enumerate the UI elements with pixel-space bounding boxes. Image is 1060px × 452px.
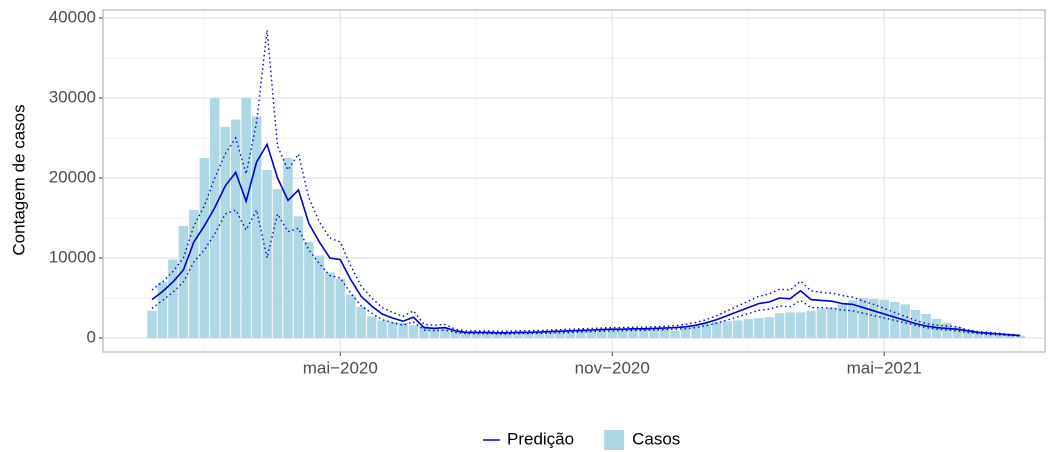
y-tick-label: 20000 <box>49 167 96 186</box>
bar <box>1004 334 1015 338</box>
line <box>151 142 1021 337</box>
bar <box>942 322 952 338</box>
bar <box>879 299 889 338</box>
bar <box>1015 335 1025 338</box>
bar <box>869 298 879 338</box>
bar <box>963 330 973 338</box>
bar <box>628 329 638 338</box>
bar <box>168 259 178 338</box>
bar <box>241 98 251 338</box>
legend-item: Predição <box>483 429 574 448</box>
bar <box>387 322 398 338</box>
bar <box>283 158 293 338</box>
bar <box>680 326 691 338</box>
bar <box>816 308 827 338</box>
legend-label: Casos <box>632 429 680 448</box>
bar <box>743 318 753 338</box>
bar <box>534 332 544 338</box>
bar <box>712 322 722 338</box>
bar <box>858 298 869 338</box>
bar <box>691 325 701 338</box>
bar <box>356 306 366 338</box>
bar <box>952 326 963 338</box>
bar <box>210 98 220 338</box>
y-axis-title: Contagem de casos <box>9 104 28 255</box>
legend-label: Predição <box>507 429 574 448</box>
y-tick-label: 10000 <box>49 247 96 266</box>
bar <box>555 331 565 338</box>
bar <box>523 332 534 338</box>
bar <box>785 312 795 338</box>
bar <box>806 310 816 338</box>
bar <box>973 331 984 338</box>
x-tick-label: nov−2020 <box>575 358 650 377</box>
bar <box>199 158 210 338</box>
bar <box>701 323 712 338</box>
bar <box>649 328 659 338</box>
bar <box>764 317 774 338</box>
bar <box>419 326 429 338</box>
bar <box>398 322 408 338</box>
bar <box>586 330 597 338</box>
bar <box>565 330 576 338</box>
bar <box>994 334 1004 338</box>
bar <box>576 330 586 338</box>
bar <box>827 307 837 338</box>
bar <box>795 312 806 338</box>
bar <box>617 329 628 338</box>
bar <box>471 332 481 338</box>
bar <box>304 242 314 338</box>
y-tick-label: 40000 <box>49 7 96 26</box>
bar <box>513 332 523 338</box>
bar <box>157 282 168 338</box>
bar <box>325 272 335 338</box>
bar <box>293 216 304 338</box>
bar <box>544 331 555 338</box>
bar <box>450 330 461 338</box>
y-tick-label: 0 <box>87 327 96 346</box>
bar <box>889 302 900 338</box>
bar <box>837 304 848 338</box>
bound-line <box>151 207 1021 337</box>
bar <box>314 255 325 338</box>
legend-item: Casos <box>604 429 680 450</box>
bar <box>670 330 680 338</box>
bar <box>262 170 272 338</box>
bar <box>848 300 858 338</box>
bar <box>440 328 450 338</box>
bar <box>429 326 440 338</box>
bar <box>492 332 502 338</box>
bar <box>607 329 617 338</box>
bar <box>147 310 157 338</box>
bar <box>461 331 471 338</box>
bar <box>346 294 356 338</box>
bound-line <box>151 29 1021 336</box>
bar <box>733 320 743 338</box>
bar <box>597 330 607 338</box>
bar <box>408 325 419 338</box>
bar <box>335 278 346 338</box>
y-tick-label: 30000 <box>49 87 96 106</box>
bar <box>230 119 241 338</box>
bar <box>774 313 785 338</box>
bar <box>189 210 199 338</box>
x-tick-label: mai−2020 <box>303 358 378 377</box>
bar <box>502 332 513 338</box>
bar <box>272 189 283 338</box>
bar <box>366 316 377 338</box>
bar <box>481 332 492 338</box>
x-tick-label: mai−2021 <box>847 358 922 377</box>
plot-border <box>102 9 1046 353</box>
bar <box>377 320 387 338</box>
bar <box>638 328 649 338</box>
bar <box>251 116 262 339</box>
bar <box>659 328 670 338</box>
bar <box>984 333 994 338</box>
bar <box>722 321 733 338</box>
bar <box>220 126 230 338</box>
bar <box>753 318 764 338</box>
legend-swatch <box>604 430 625 450</box>
